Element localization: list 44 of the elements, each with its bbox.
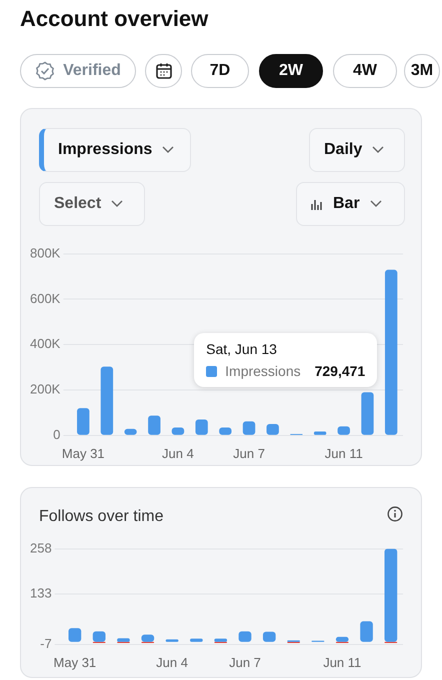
- chart-title: Follows over time: [39, 508, 164, 526]
- bar: [238, 631, 252, 642]
- y-tick-label: 600K: [30, 290, 61, 306]
- y-tick-label: -7: [40, 636, 52, 651]
- annotation: Sat, Jun 13: [206, 341, 278, 357]
- text: Daily: [324, 141, 362, 159]
- bar: [100, 366, 114, 435]
- x-tick-label: Jun 4: [162, 446, 194, 461]
- text: Impressions: [58, 141, 152, 159]
- y-tick-label: 400K: [30, 336, 61, 352]
- bar: [361, 392, 374, 435]
- y-tick-label: 800K: [30, 245, 61, 260]
- text: Select: [54, 195, 102, 213]
- bar: [242, 421, 256, 435]
- bar: [148, 416, 160, 435]
- y-tick-label: 133: [30, 585, 52, 600]
- y-tick-label: 258: [30, 540, 52, 556]
- text: 7D: [191, 54, 249, 88]
- x-tick-label: May 31: [54, 654, 96, 670]
- y-tick-label: 200K: [30, 382, 61, 397]
- text: Bar: [333, 195, 360, 213]
- bar: [68, 628, 82, 642]
- bar: [262, 632, 276, 642]
- x-tick-label: May 31: [62, 446, 105, 461]
- bar: [92, 631, 106, 642]
- text: Verified: [20, 54, 136, 88]
- bar: [360, 621, 373, 642]
- x-tick-label: Jun 7: [233, 446, 265, 461]
- chart-title: Account overview: [20, 6, 208, 32]
- y-tick-label: 0: [53, 426, 60, 442]
- bar: [384, 270, 398, 435]
- x-tick-label: Jun 11: [324, 446, 363, 461]
- text: 2W: [259, 54, 323, 88]
- text: 3M: [404, 54, 440, 88]
- bar: [266, 424, 279, 435]
- bar: [195, 420, 208, 435]
- bar: [77, 408, 90, 435]
- x-tick-label: Jun 7: [229, 654, 261, 670]
- legend-label: Impressions: [225, 363, 301, 379]
- x-tick-label: Jun 4: [156, 654, 188, 670]
- annotation: 729,471: [314, 363, 366, 379]
- text: 4W: [333, 54, 397, 88]
- bar: [384, 548, 398, 642]
- x-tick-label: Jun 11: [323, 654, 362, 670]
